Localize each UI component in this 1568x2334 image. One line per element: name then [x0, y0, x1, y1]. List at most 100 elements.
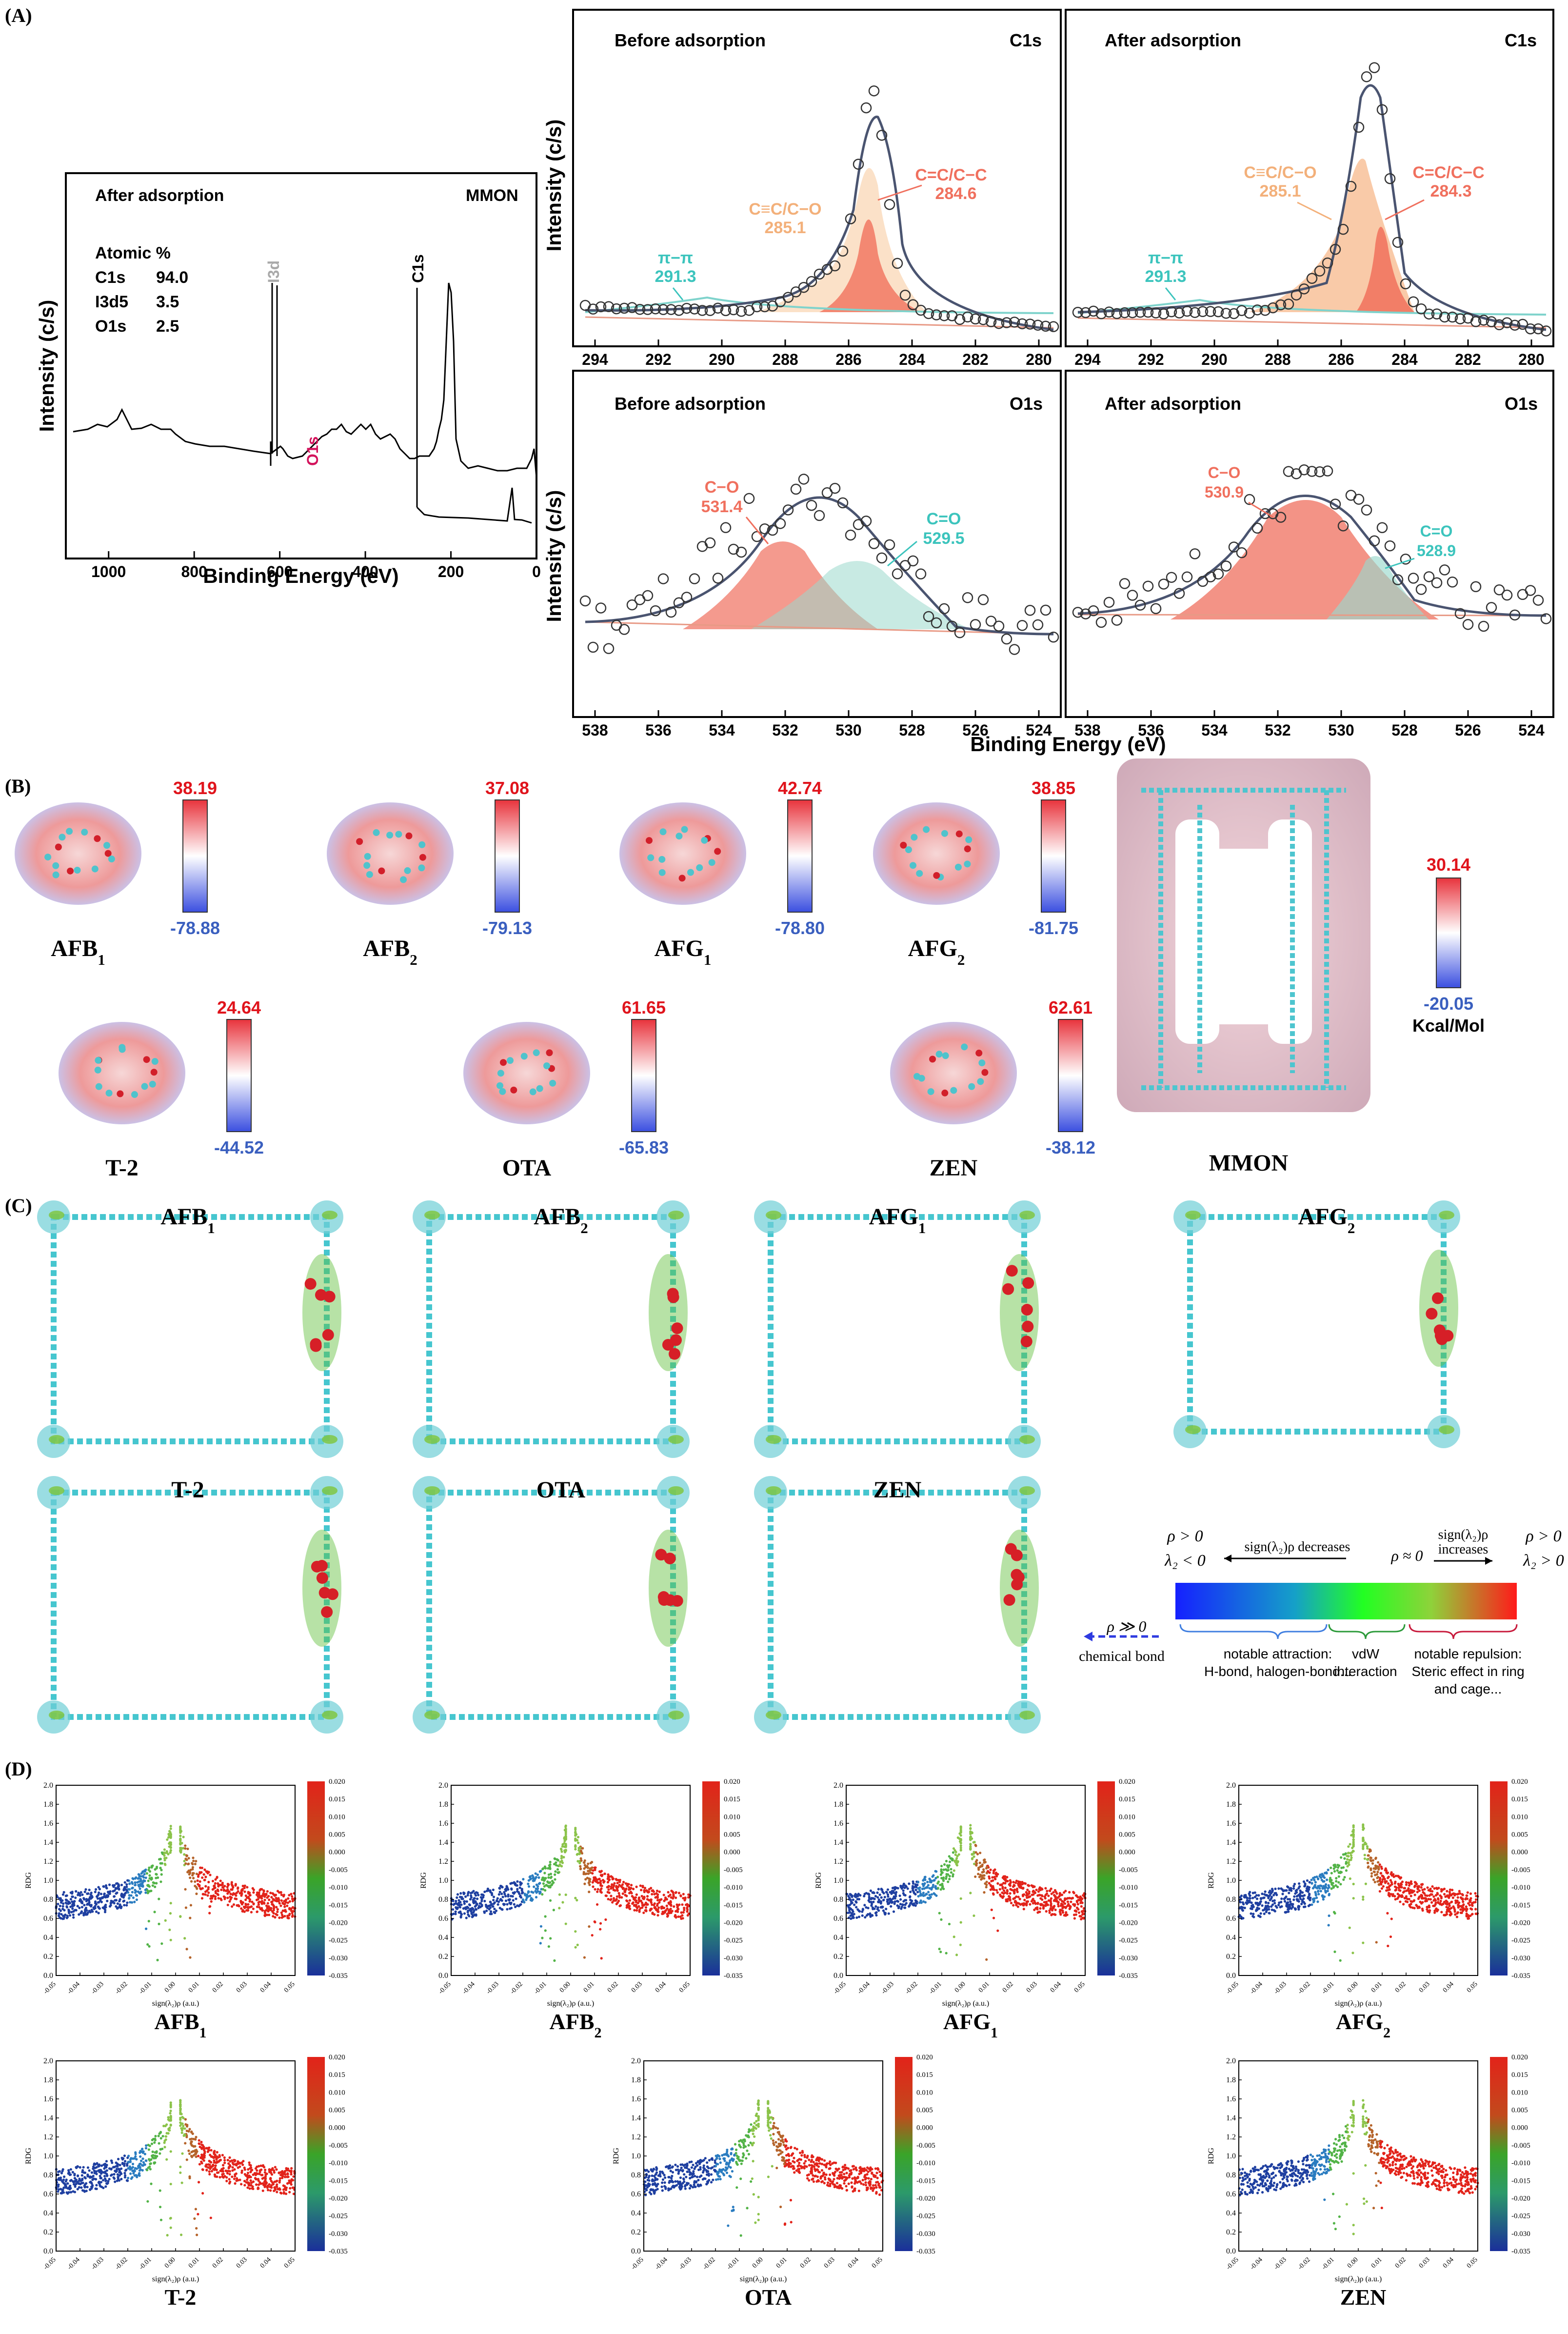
rdg-point — [548, 1945, 550, 1948]
rdg-point — [66, 2182, 69, 2185]
rdg-point — [237, 2166, 239, 2169]
rdg-point — [98, 2181, 100, 2184]
legend-bond-rho: ρ ≫ 0 — [1107, 1617, 1147, 1635]
rdg-point — [1351, 1952, 1354, 1954]
o1s-after-peak-pos: 530.9 — [1205, 483, 1244, 501]
rdg-point — [1471, 1903, 1473, 1905]
rdg-point — [600, 1957, 603, 1959]
rdg-point — [535, 1888, 537, 1890]
legend-repulsion: notable repulsion: — [1414, 1646, 1522, 1661]
rdg-point — [261, 1900, 263, 1902]
rdg-colorbar-tick: 0.010 — [1511, 1813, 1528, 1821]
rdg-point — [510, 1895, 512, 1897]
esp-surface — [873, 802, 1000, 905]
rdg-xtick: 0.01 — [977, 1980, 991, 1994]
rdg-point — [476, 1897, 478, 1900]
rdg-point — [565, 1831, 567, 1834]
rdg-point — [950, 1868, 952, 1870]
igm-isosurface — [1000, 1254, 1039, 1371]
rdg-point — [123, 1904, 125, 1906]
rdg-point — [1340, 1856, 1342, 1859]
rdg-point — [63, 2175, 65, 2178]
rdg-ytick: 0.4 — [438, 1934, 448, 1942]
rdg-point — [974, 1845, 977, 1847]
rdg-point — [115, 1892, 117, 1895]
rdg-point — [179, 1847, 181, 1849]
rdg-point — [169, 2110, 172, 2112]
rdg-point — [1379, 1890, 1381, 1893]
rdg-point — [678, 1892, 680, 1894]
rdg-point — [1377, 1861, 1379, 1863]
rdg-point — [565, 1835, 567, 1837]
rdg-point — [140, 1885, 142, 1887]
rdg-point — [183, 2127, 186, 2130]
rdg-point — [1079, 1902, 1082, 1904]
c1s-before-peak-pos: 284.6 — [935, 184, 976, 203]
rdg-point — [196, 1873, 198, 1875]
rdg-point — [981, 1863, 984, 1866]
xps-data-point — [1112, 616, 1122, 625]
rdg-point — [160, 1869, 162, 1871]
rdg-point — [247, 1907, 250, 1909]
rdg-point — [858, 1915, 860, 1918]
rdg-point — [1250, 1913, 1252, 1915]
rdg-point — [179, 1838, 181, 1841]
rdg-point — [924, 1901, 927, 1903]
rdg-point — [131, 1881, 133, 1883]
rdg-point — [974, 1851, 977, 1854]
rdg-point — [618, 1896, 621, 1898]
xps-data-point — [1025, 605, 1035, 615]
rdg-point — [84, 1888, 87, 1891]
rdg-colorbar-tick: 0.020 — [1119, 1778, 1135, 1786]
rdg-point — [220, 1889, 222, 1891]
rdg-point — [201, 1876, 203, 1879]
rdg-point — [198, 1884, 200, 1887]
rdg-point — [1045, 1901, 1048, 1903]
rdg-point — [1324, 1890, 1327, 1892]
rdg-point — [1340, 1867, 1343, 1869]
rdg-point — [218, 2176, 221, 2178]
esp-colorbar — [1041, 800, 1066, 912]
rdg-point — [613, 1897, 615, 1899]
rdg-point — [458, 1903, 461, 1906]
rdg-point — [1362, 1825, 1364, 1827]
rdg-point — [553, 1959, 556, 1962]
rdg-point — [278, 1891, 280, 1894]
c1s-before-panel: Before adsorption C1s π−π 291.3 C≡C/C−O … — [573, 10, 1061, 368]
rdg-point — [510, 1887, 513, 1890]
rdg-point — [948, 1878, 951, 1880]
rdg-colorbar-tick: -0.020 — [1511, 1919, 1530, 1927]
rdg-point — [615, 1878, 617, 1880]
rdg-point — [669, 1904, 672, 1906]
rdg-point — [206, 1894, 209, 1896]
rdg-point — [933, 1892, 935, 1895]
rdg-point — [1400, 1883, 1403, 1886]
xps-data-point — [596, 603, 606, 613]
rdg-point — [1306, 1879, 1309, 1882]
rdg-point — [185, 1948, 188, 1950]
rdg-point — [207, 2163, 210, 2166]
rdg-point — [83, 1904, 85, 1906]
rdg-point — [214, 1897, 217, 1900]
rdg-point — [588, 1925, 590, 1928]
rdg-point — [84, 1891, 86, 1893]
rdg-point — [283, 2192, 285, 2194]
rdg-point — [144, 2163, 146, 2166]
rdg-point — [260, 1897, 263, 1899]
rdg-point — [1046, 1890, 1048, 1892]
igm-framework — [429, 1217, 673, 1441]
rdg-point — [1308, 1894, 1310, 1896]
rdg-point — [230, 1896, 233, 1899]
rdg-xtick: 0.05 — [1466, 1980, 1479, 1994]
rdg-point — [1016, 1891, 1019, 1893]
rdg-point — [222, 2164, 224, 2166]
xps-xtick: 290 — [709, 351, 734, 368]
rdg-point — [885, 1908, 887, 1910]
rdg-point — [69, 2185, 71, 2187]
rdg-point — [607, 1898, 610, 1900]
rdg-point — [105, 2173, 108, 2175]
rdg-point — [681, 1903, 683, 1906]
rdg-point — [1407, 1889, 1409, 1891]
rdg-point — [1414, 1884, 1416, 1887]
esp-surface — [619, 802, 746, 905]
